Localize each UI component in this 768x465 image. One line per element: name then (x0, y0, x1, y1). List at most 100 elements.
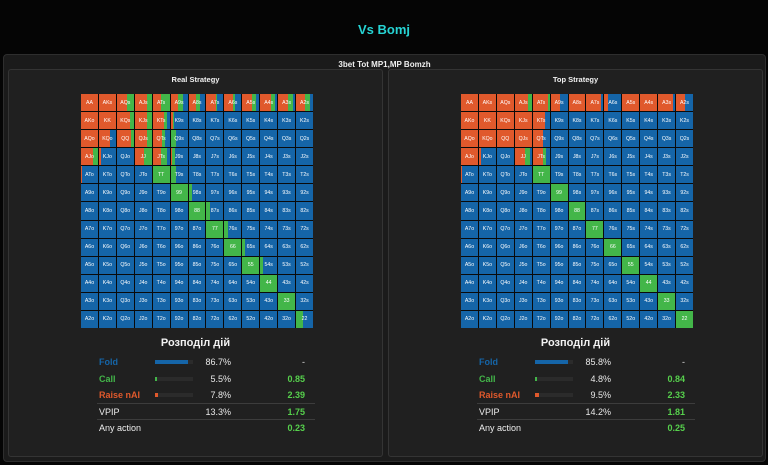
hand-cell-Q6s[interactable]: Q6s (604, 130, 622, 148)
hand-cell-32o[interactable]: 32o (658, 310, 676, 328)
hand-cell-T8o[interactable]: T8o (152, 202, 170, 220)
hand-cell-AA[interactable]: AA (81, 94, 98, 112)
hand-cell-93s[interactable]: 93s (658, 184, 676, 202)
hand-cell-T9s[interactable]: T9s (170, 166, 188, 184)
hand-cell-65o[interactable]: 65o (224, 256, 242, 274)
hand-cell-J3s[interactable]: J3s (658, 148, 676, 166)
hand-cell-97o[interactable]: 97o (170, 220, 188, 238)
hand-cell-T3o[interactable]: T3o (532, 292, 550, 310)
hand-cell-54s[interactable]: 54s (640, 256, 658, 274)
hand-cell-73s[interactable]: 73s (658, 220, 676, 238)
hand-cell-74o[interactable]: 74o (586, 274, 604, 292)
hand-cell-42s[interactable]: 42s (296, 274, 313, 292)
hand-cell-Q3s[interactable]: Q3s (658, 130, 676, 148)
hand-cell-T7s[interactable]: T7s (586, 166, 604, 184)
hand-cell-52o[interactable]: 52o (622, 310, 640, 328)
hand-cell-Q9o[interactable]: Q9o (496, 184, 514, 202)
hand-cell-K4s[interactable]: K4s (260, 112, 278, 130)
hand-cell-K4s[interactable]: K4s (640, 112, 658, 130)
hand-cell-Q7o[interactable]: Q7o (496, 220, 514, 238)
hand-cell-53s[interactable]: 53s (658, 256, 676, 274)
hand-cell-A2s[interactable]: A2s (296, 94, 313, 112)
hand-cell-K3s[interactable]: K3s (658, 112, 676, 130)
hand-cell-J7s[interactable]: J7s (586, 148, 604, 166)
hand-cell-K5o[interactable]: K5o (478, 256, 496, 274)
hand-cell-53s[interactable]: 53s (278, 256, 296, 274)
hand-cell-Q9o[interactable]: Q9o (116, 184, 134, 202)
hand-cell-32s[interactable]: 32s (296, 292, 313, 310)
hand-cell-82o[interactable]: 82o (188, 310, 206, 328)
hand-cell-J7s[interactable]: J7s (206, 148, 224, 166)
hand-cell-A4s[interactable]: A4s (260, 94, 278, 112)
hand-cell-88[interactable]: 88 (568, 202, 586, 220)
hand-cell-J4o[interactable]: J4o (514, 274, 532, 292)
hand-cell-KK[interactable]: KK (98, 112, 116, 130)
hand-cell-88[interactable]: 88 (188, 202, 206, 220)
hand-cell-KQs[interactable]: KQs (116, 112, 134, 130)
hand-cell-76o[interactable]: 76o (586, 238, 604, 256)
hand-cell-AQo[interactable]: AQo (81, 130, 98, 148)
hand-cell-84o[interactable]: 84o (568, 274, 586, 292)
hand-cell-QJs[interactable]: QJs (514, 130, 532, 148)
hand-cell-T6s[interactable]: T6s (604, 166, 622, 184)
hand-cell-22[interactable]: 22 (676, 310, 693, 328)
hand-cell-Q2o[interactable]: Q2o (496, 310, 514, 328)
hand-cell-A6o[interactable]: A6o (461, 238, 478, 256)
hand-cell-84s[interactable]: 84s (640, 202, 658, 220)
hand-cell-62o[interactable]: 62o (224, 310, 242, 328)
hand-cell-T5s[interactable]: T5s (622, 166, 640, 184)
hand-cell-Q8s[interactable]: Q8s (568, 130, 586, 148)
hand-cell-JTo[interactable]: JTo (134, 166, 152, 184)
hand-cell-A6s[interactable]: A6s (224, 94, 242, 112)
hand-cell-94o[interactable]: 94o (550, 274, 568, 292)
hand-cell-54o[interactable]: 54o (242, 274, 260, 292)
hand-cell-62o[interactable]: 62o (604, 310, 622, 328)
hand-cell-JTo[interactable]: JTo (514, 166, 532, 184)
hand-cell-Q5s[interactable]: Q5s (242, 130, 260, 148)
hand-cell-98s[interactable]: 98s (568, 184, 586, 202)
hand-cell-Q6s[interactable]: Q6s (224, 130, 242, 148)
hand-cell-43o[interactable]: 43o (260, 292, 278, 310)
hand-cell-T2o[interactable]: T2o (152, 310, 170, 328)
hand-cell-QTs[interactable]: QTs (152, 130, 170, 148)
hand-cell-72s[interactable]: 72s (676, 220, 693, 238)
hand-cell-73o[interactable]: 73o (586, 292, 604, 310)
hand-cell-K3o[interactable]: K3o (478, 292, 496, 310)
hand-cell-A5o[interactable]: A5o (81, 256, 98, 274)
hand-cell-KTs[interactable]: KTs (532, 112, 550, 130)
hand-cell-A8s[interactable]: A8s (188, 94, 206, 112)
hand-cell-AKs[interactable]: AKs (98, 94, 116, 112)
hand-cell-84o[interactable]: 84o (188, 274, 206, 292)
hand-cell-K3s[interactable]: K3s (278, 112, 296, 130)
hand-cell-T6o[interactable]: T6o (532, 238, 550, 256)
hand-cell-93o[interactable]: 93o (550, 292, 568, 310)
hand-cell-A5s[interactable]: A5s (622, 94, 640, 112)
hand-cell-83s[interactable]: 83s (278, 202, 296, 220)
hand-cell-83o[interactable]: 83o (568, 292, 586, 310)
hand-cell-K6o[interactable]: K6o (478, 238, 496, 256)
hand-cell-Q5o[interactable]: Q5o (496, 256, 514, 274)
hand-cell-87o[interactable]: 87o (568, 220, 586, 238)
hand-cell-J5o[interactable]: J5o (514, 256, 532, 274)
hand-cell-44[interactable]: 44 (640, 274, 658, 292)
hand-cell-82o[interactable]: 82o (568, 310, 586, 328)
hand-cell-94s[interactable]: 94s (260, 184, 278, 202)
hand-cell-J7o[interactable]: J7o (134, 220, 152, 238)
hand-cell-53o[interactable]: 53o (622, 292, 640, 310)
hand-cell-T2s[interactable]: T2s (296, 166, 313, 184)
hand-cell-77[interactable]: 77 (206, 220, 224, 238)
hand-cell-92o[interactable]: 92o (170, 310, 188, 328)
hand-cell-K7o[interactable]: K7o (478, 220, 496, 238)
hand-cell-K7s[interactable]: K7s (586, 112, 604, 130)
hand-cell-T8o[interactable]: T8o (532, 202, 550, 220)
hand-cell-J3s[interactable]: J3s (278, 148, 296, 166)
hand-cell-T6o[interactable]: T6o (152, 238, 170, 256)
hand-cell-T5o[interactable]: T5o (532, 256, 550, 274)
hand-cell-93s[interactable]: 93s (278, 184, 296, 202)
hand-cell-92o[interactable]: 92o (550, 310, 568, 328)
hand-cell-A8o[interactable]: A8o (81, 202, 98, 220)
hand-cell-32o[interactable]: 32o (278, 310, 296, 328)
hand-cell-JTs[interactable]: JTs (532, 148, 550, 166)
hand-cell-A2o[interactable]: A2o (81, 310, 98, 328)
hand-cell-65o[interactable]: 65o (604, 256, 622, 274)
